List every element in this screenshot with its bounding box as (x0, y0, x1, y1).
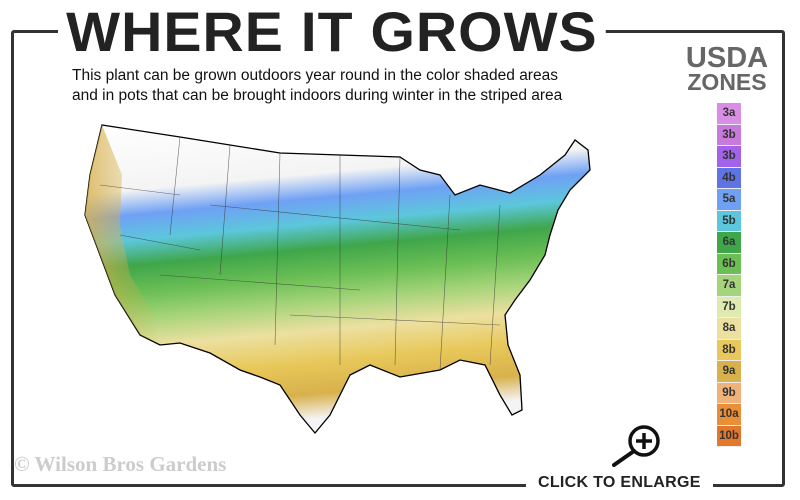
subtitle-line-2: and in pots that can be brought indoors … (72, 87, 563, 104)
legend-zone-10a: 10a (717, 404, 741, 426)
legend-zone-4b: 4b (717, 167, 741, 189)
us-outline (84, 124, 591, 435)
legend-zone-9a: 9a (717, 361, 741, 383)
legend-zone-3b: 3b (717, 146, 741, 168)
legend-zone-7a: 7a (717, 275, 741, 297)
legend-title-line-2: ZONES (687, 69, 767, 95)
legend-title-line-1: USDA (685, 42, 769, 74)
click-to-enlarge-button[interactable]: CLICK TO ENLARGE (526, 474, 713, 492)
legend-zone-5a: 5a (717, 189, 741, 211)
legend-zone-3a: 3a (717, 103, 741, 125)
zone-legend: 3a 3b 3b 4b 5a 5b 6a 6b 7a 7b 8a 8b 9a 9b 10a 10b (717, 103, 741, 447)
subtitle: This plant can be grown outdoors year ro… (72, 66, 562, 106)
page-title: WHERE IT GROWS (58, 2, 606, 62)
legend-zone-7b: 7b (717, 296, 741, 318)
legend-zone-8b: 8b (717, 339, 741, 361)
usda-zone-map[interactable] (60, 115, 620, 445)
copyright-watermark: © Wilson Bros Gardens (14, 452, 227, 476)
legend-zone-6a: 6a (717, 232, 741, 254)
legend-zone-3b: 3b (717, 124, 741, 146)
legend-zone-9b: 9b (717, 382, 741, 404)
legend-title: USDA ZONES (672, 42, 782, 95)
subtitle-line-1: This plant can be grown outdoors year ro… (72, 67, 558, 84)
legend-zone-8a: 8a (717, 318, 741, 340)
legend-zone-10b: 10b (717, 425, 741, 447)
magnifier-plus-icon[interactable] (608, 423, 664, 467)
legend-zone-5b: 5b (717, 210, 741, 232)
legend-zone-6b: 6b (717, 253, 741, 275)
